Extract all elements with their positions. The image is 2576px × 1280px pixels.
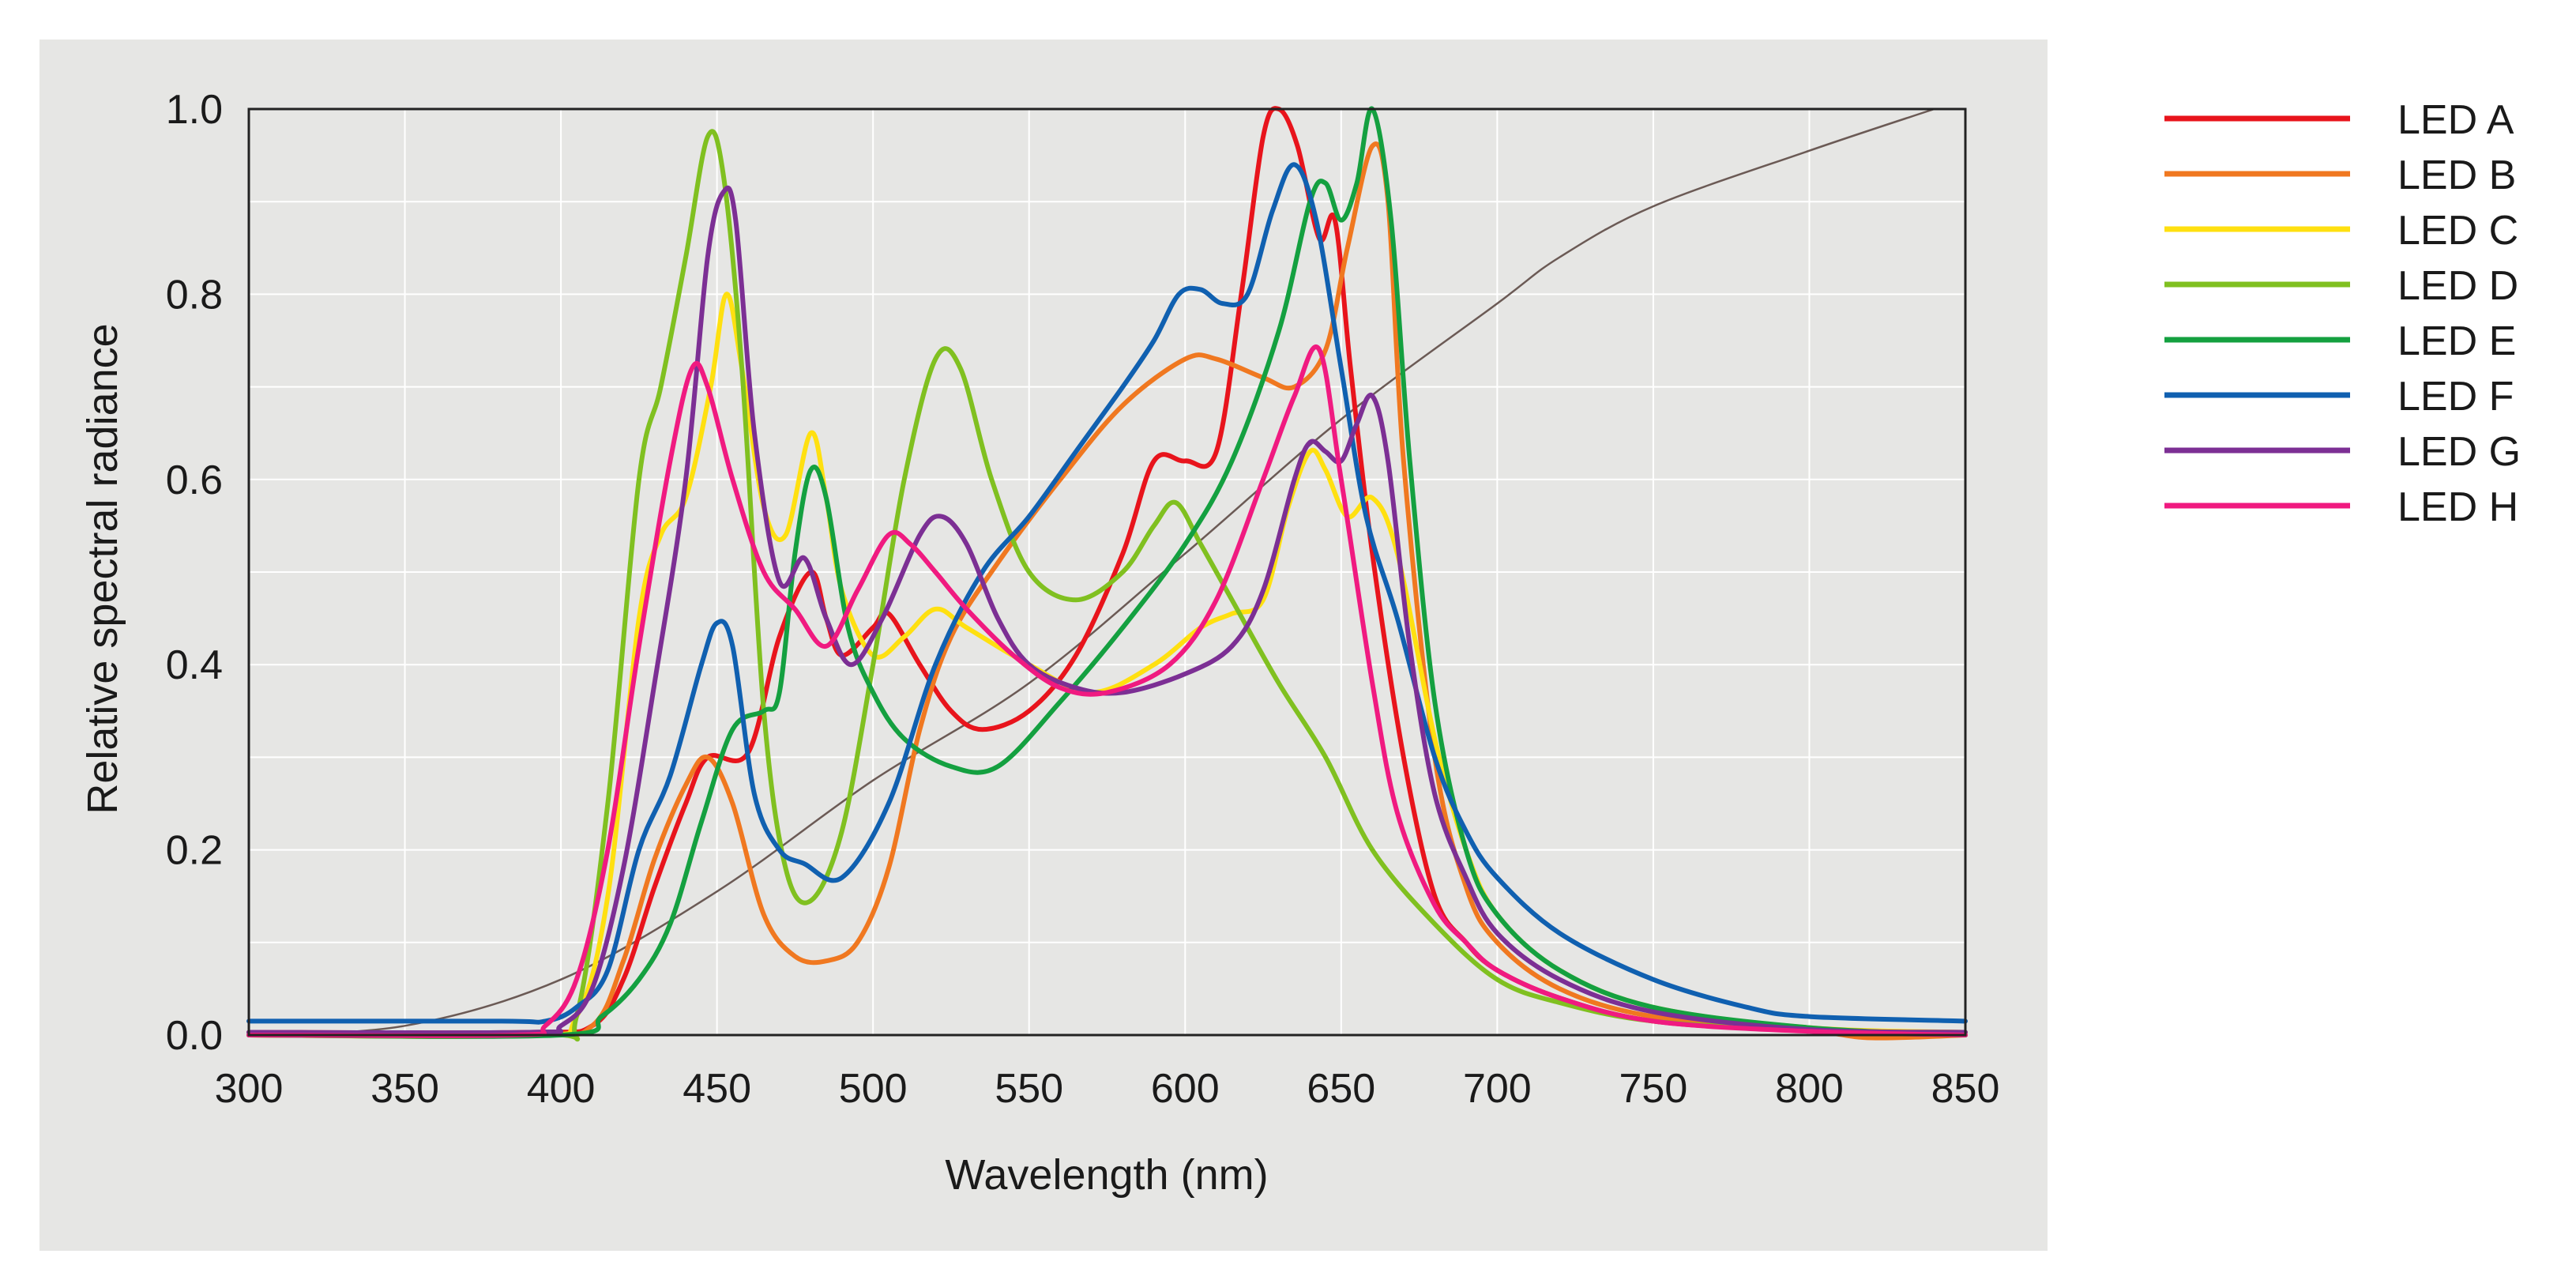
series-line-led-e xyxy=(246,106,1968,1039)
plot-frame xyxy=(247,107,1967,1037)
series-line-led-f xyxy=(246,162,1968,1025)
x-tick-label: 350 xyxy=(370,1066,439,1112)
y-axis-ticks: 0.0 0.2 0.4 0.6 0.8 1.0 xyxy=(166,87,223,1059)
x-tick-label: 600 xyxy=(1151,1066,1220,1112)
series-line-led-d xyxy=(246,129,1968,1042)
x-tick-label: 550 xyxy=(995,1066,1063,1112)
series-layer xyxy=(246,106,1968,1042)
series-line-led-h xyxy=(246,344,1968,1038)
x-tick-label: 850 xyxy=(1931,1066,2000,1112)
legend-label-led-g: LED G xyxy=(2397,429,2521,475)
legend-label-led-a: LED A xyxy=(2397,97,2514,143)
x-tick-label: 450 xyxy=(683,1066,751,1112)
y-tick-label: 0.8 xyxy=(166,272,223,318)
legend-label-led-d: LED D xyxy=(2397,263,2518,309)
x-axis-label: Wavelength (nm) xyxy=(945,1151,1268,1199)
x-tick-label: 700 xyxy=(1463,1066,1532,1112)
y-axis-label: Relative spectral radiance xyxy=(79,323,126,814)
y-tick-label: 1.0 xyxy=(166,87,223,133)
x-tick-label: 500 xyxy=(839,1066,908,1112)
legend-label-led-f: LED F xyxy=(2397,374,2514,420)
legend: LED A LED B LED C LED D LED E LED F LED G LED H xyxy=(2164,97,2521,530)
y-tick-label: 0.2 xyxy=(166,828,223,874)
reference-curve-layer xyxy=(248,107,1935,1037)
y-tick-label: 0.6 xyxy=(166,457,223,503)
series-line-led-g xyxy=(246,185,1968,1036)
legend-label-led-h: LED H xyxy=(2397,484,2518,530)
legend-label-led-c: LED C xyxy=(2397,208,2518,254)
series-line-led-b xyxy=(246,141,1968,1041)
y-tick-label: 0.4 xyxy=(166,642,223,688)
x-axis-ticks: 300 350 400 450 500 550 600 650 700 750 800 850 xyxy=(215,1066,2000,1112)
reference-curve-line xyxy=(248,107,1935,1037)
x-tick-label: 650 xyxy=(1307,1066,1375,1112)
x-tick-label: 300 xyxy=(215,1066,284,1112)
y-tick-label: 0.0 xyxy=(166,1013,223,1059)
x-tick-label: 800 xyxy=(1775,1066,1844,1112)
legend-label-led-b: LED B xyxy=(2397,152,2516,198)
legend-label-led-e: LED E xyxy=(2397,318,2516,364)
x-tick-label: 750 xyxy=(1619,1066,1688,1112)
x-tick-label: 400 xyxy=(527,1066,596,1112)
